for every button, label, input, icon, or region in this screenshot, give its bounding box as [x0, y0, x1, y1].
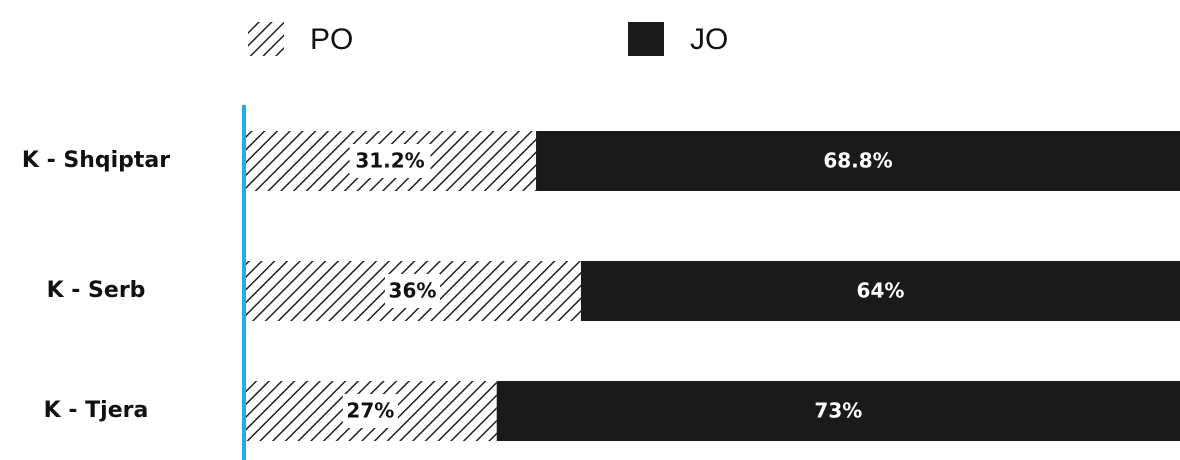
value-label-box: [384, 274, 440, 308]
value-label: 73%: [814, 399, 862, 423]
category-label: K - Serb: [47, 278, 146, 303]
category-label: K - Tjera: [44, 398, 149, 423]
value-label: 36%: [389, 279, 437, 303]
value-label: 68.8%: [823, 149, 892, 173]
legend-swatch: [628, 22, 664, 56]
bar-segment: [580, 261, 1180, 321]
value-label-box: [349, 144, 431, 178]
value-label: 31.2%: [355, 149, 424, 173]
legend-label: JO: [690, 23, 728, 56]
category-label: K - Shqiptar: [22, 148, 170, 173]
legend-swatch: [248, 22, 284, 56]
value-label-box: [342, 394, 398, 428]
bar-segment: [536, 131, 1180, 191]
value-label: 64%: [857, 279, 905, 303]
bar-segment: [496, 381, 1180, 441]
value-label: 27%: [346, 399, 394, 423]
legend-label: PO: [310, 23, 353, 56]
